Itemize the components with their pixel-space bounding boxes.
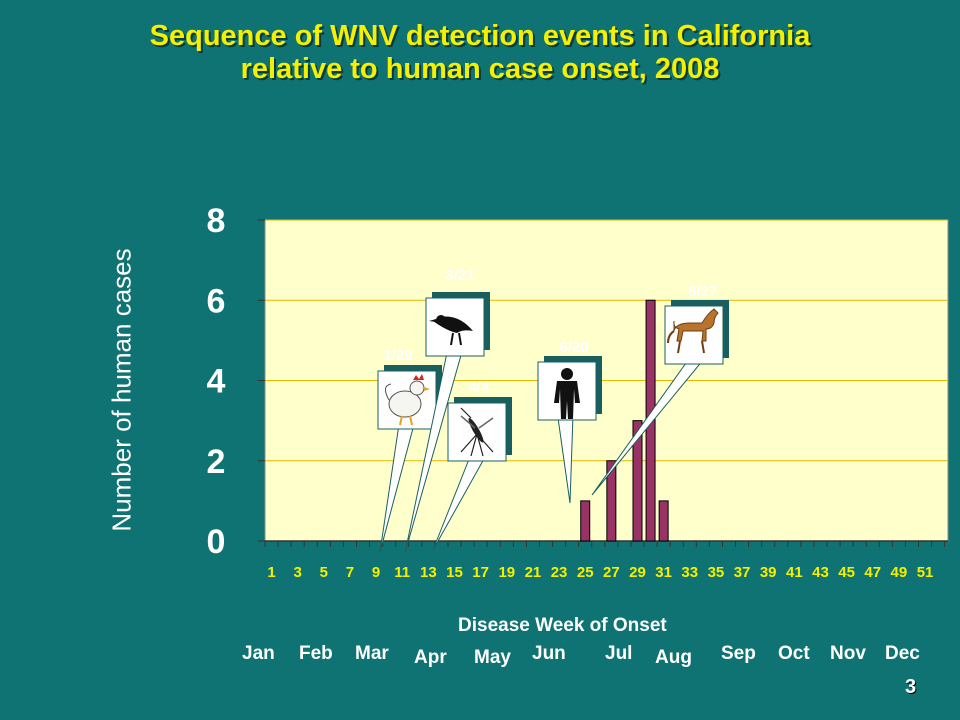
month-label-jul: Jul [605, 643, 633, 664]
x-tick-label: 51 [917, 564, 934, 581]
chart-title-line2: relative to human case onset, 2008 [240, 53, 720, 85]
bar-week-25 [580, 500, 591, 542]
callout-crow: 3/21 [404, 267, 490, 554]
month-label-oct: Oct [778, 643, 810, 664]
x-tick-label: 47 [864, 564, 881, 581]
y-tick-label: 8 [207, 202, 226, 240]
y-tick-label: 2 [207, 443, 226, 481]
month-label-jan: Jan [242, 643, 275, 664]
mosquito-icon [460, 407, 494, 457]
x-tick-label: 49 [891, 564, 908, 581]
callout-date-label: 6/20 [559, 339, 588, 356]
month-label-mar: Mar [355, 643, 389, 664]
x-tick-label: 45 [838, 564, 855, 581]
x-tick-label: 7 [346, 564, 354, 581]
chart-title: Sequence of WNV detection events in Cali… [0, 20, 960, 86]
x-tick-label: 9 [372, 564, 380, 581]
month-label-aug: Aug [655, 647, 692, 668]
x-tick-label: 43 [812, 564, 829, 581]
x-tick-label: 3 [294, 564, 302, 581]
x-tick-label: 41 [786, 564, 803, 581]
month-label-may: May [474, 647, 511, 668]
callout-date-label: 4/4 [469, 379, 491, 396]
x-tick-label: 33 [681, 564, 698, 581]
x-tick-label: 19 [498, 564, 515, 581]
bar-week-31 [658, 500, 669, 542]
callout-human: 6/20 [537, 339, 602, 504]
x-tick-label: 17 [472, 564, 489, 581]
month-label-nov: Nov [830, 643, 866, 664]
human-icon [554, 368, 580, 419]
callout-date-label: 6/27 [688, 283, 717, 300]
x-tick-label: 37 [734, 564, 751, 581]
x-tick-label: 15 [446, 564, 463, 581]
chicken-icon [385, 374, 430, 426]
x-tick-label: 39 [760, 564, 777, 581]
month-label-sep: Sep [721, 643, 756, 664]
month-label-feb: Feb [299, 643, 333, 664]
x-tick-label: 21 [525, 564, 542, 581]
callout-mosquito: 4/4 [432, 379, 512, 551]
x-tick-label: 31 [655, 564, 672, 581]
bar-week-27 [606, 460, 617, 542]
callout-date-label: 1/29 [383, 347, 412, 364]
x-tick-label: 35 [708, 564, 725, 581]
x-tick-label: 1 [267, 564, 275, 581]
x-tick-label: 5 [320, 564, 328, 581]
callout-date-label: 3/21 [445, 267, 474, 284]
x-tick-label: 13 [420, 564, 437, 581]
callout-horse: 6/27 [591, 283, 729, 496]
horse-icon [667, 308, 719, 354]
x-axis-label: Disease Week of Onset [458, 615, 667, 636]
x-tick-label: 11 [394, 564, 410, 581]
x-tick-label: 27 [603, 564, 620, 581]
y-tick-label: 6 [207, 282, 226, 320]
page-number: 3 [905, 676, 917, 698]
x-tick-label: 29 [629, 564, 646, 581]
x-tick-label: 25 [577, 564, 594, 581]
month-label-jun: Jun [532, 643, 566, 664]
callout-chicken: 1/29 [377, 347, 442, 553]
month-label-dec: Dec [885, 643, 920, 664]
y-tick-label: 4 [207, 363, 226, 401]
crow-icon [429, 315, 473, 346]
x-tick-label: 23 [551, 564, 568, 581]
y-tick-label: 0 [207, 523, 226, 561]
chart-title-line1: Sequence of WNV detection events in Cali… [149, 20, 811, 52]
bar-week-29 [632, 420, 643, 542]
month-label-apr: Apr [414, 647, 447, 668]
